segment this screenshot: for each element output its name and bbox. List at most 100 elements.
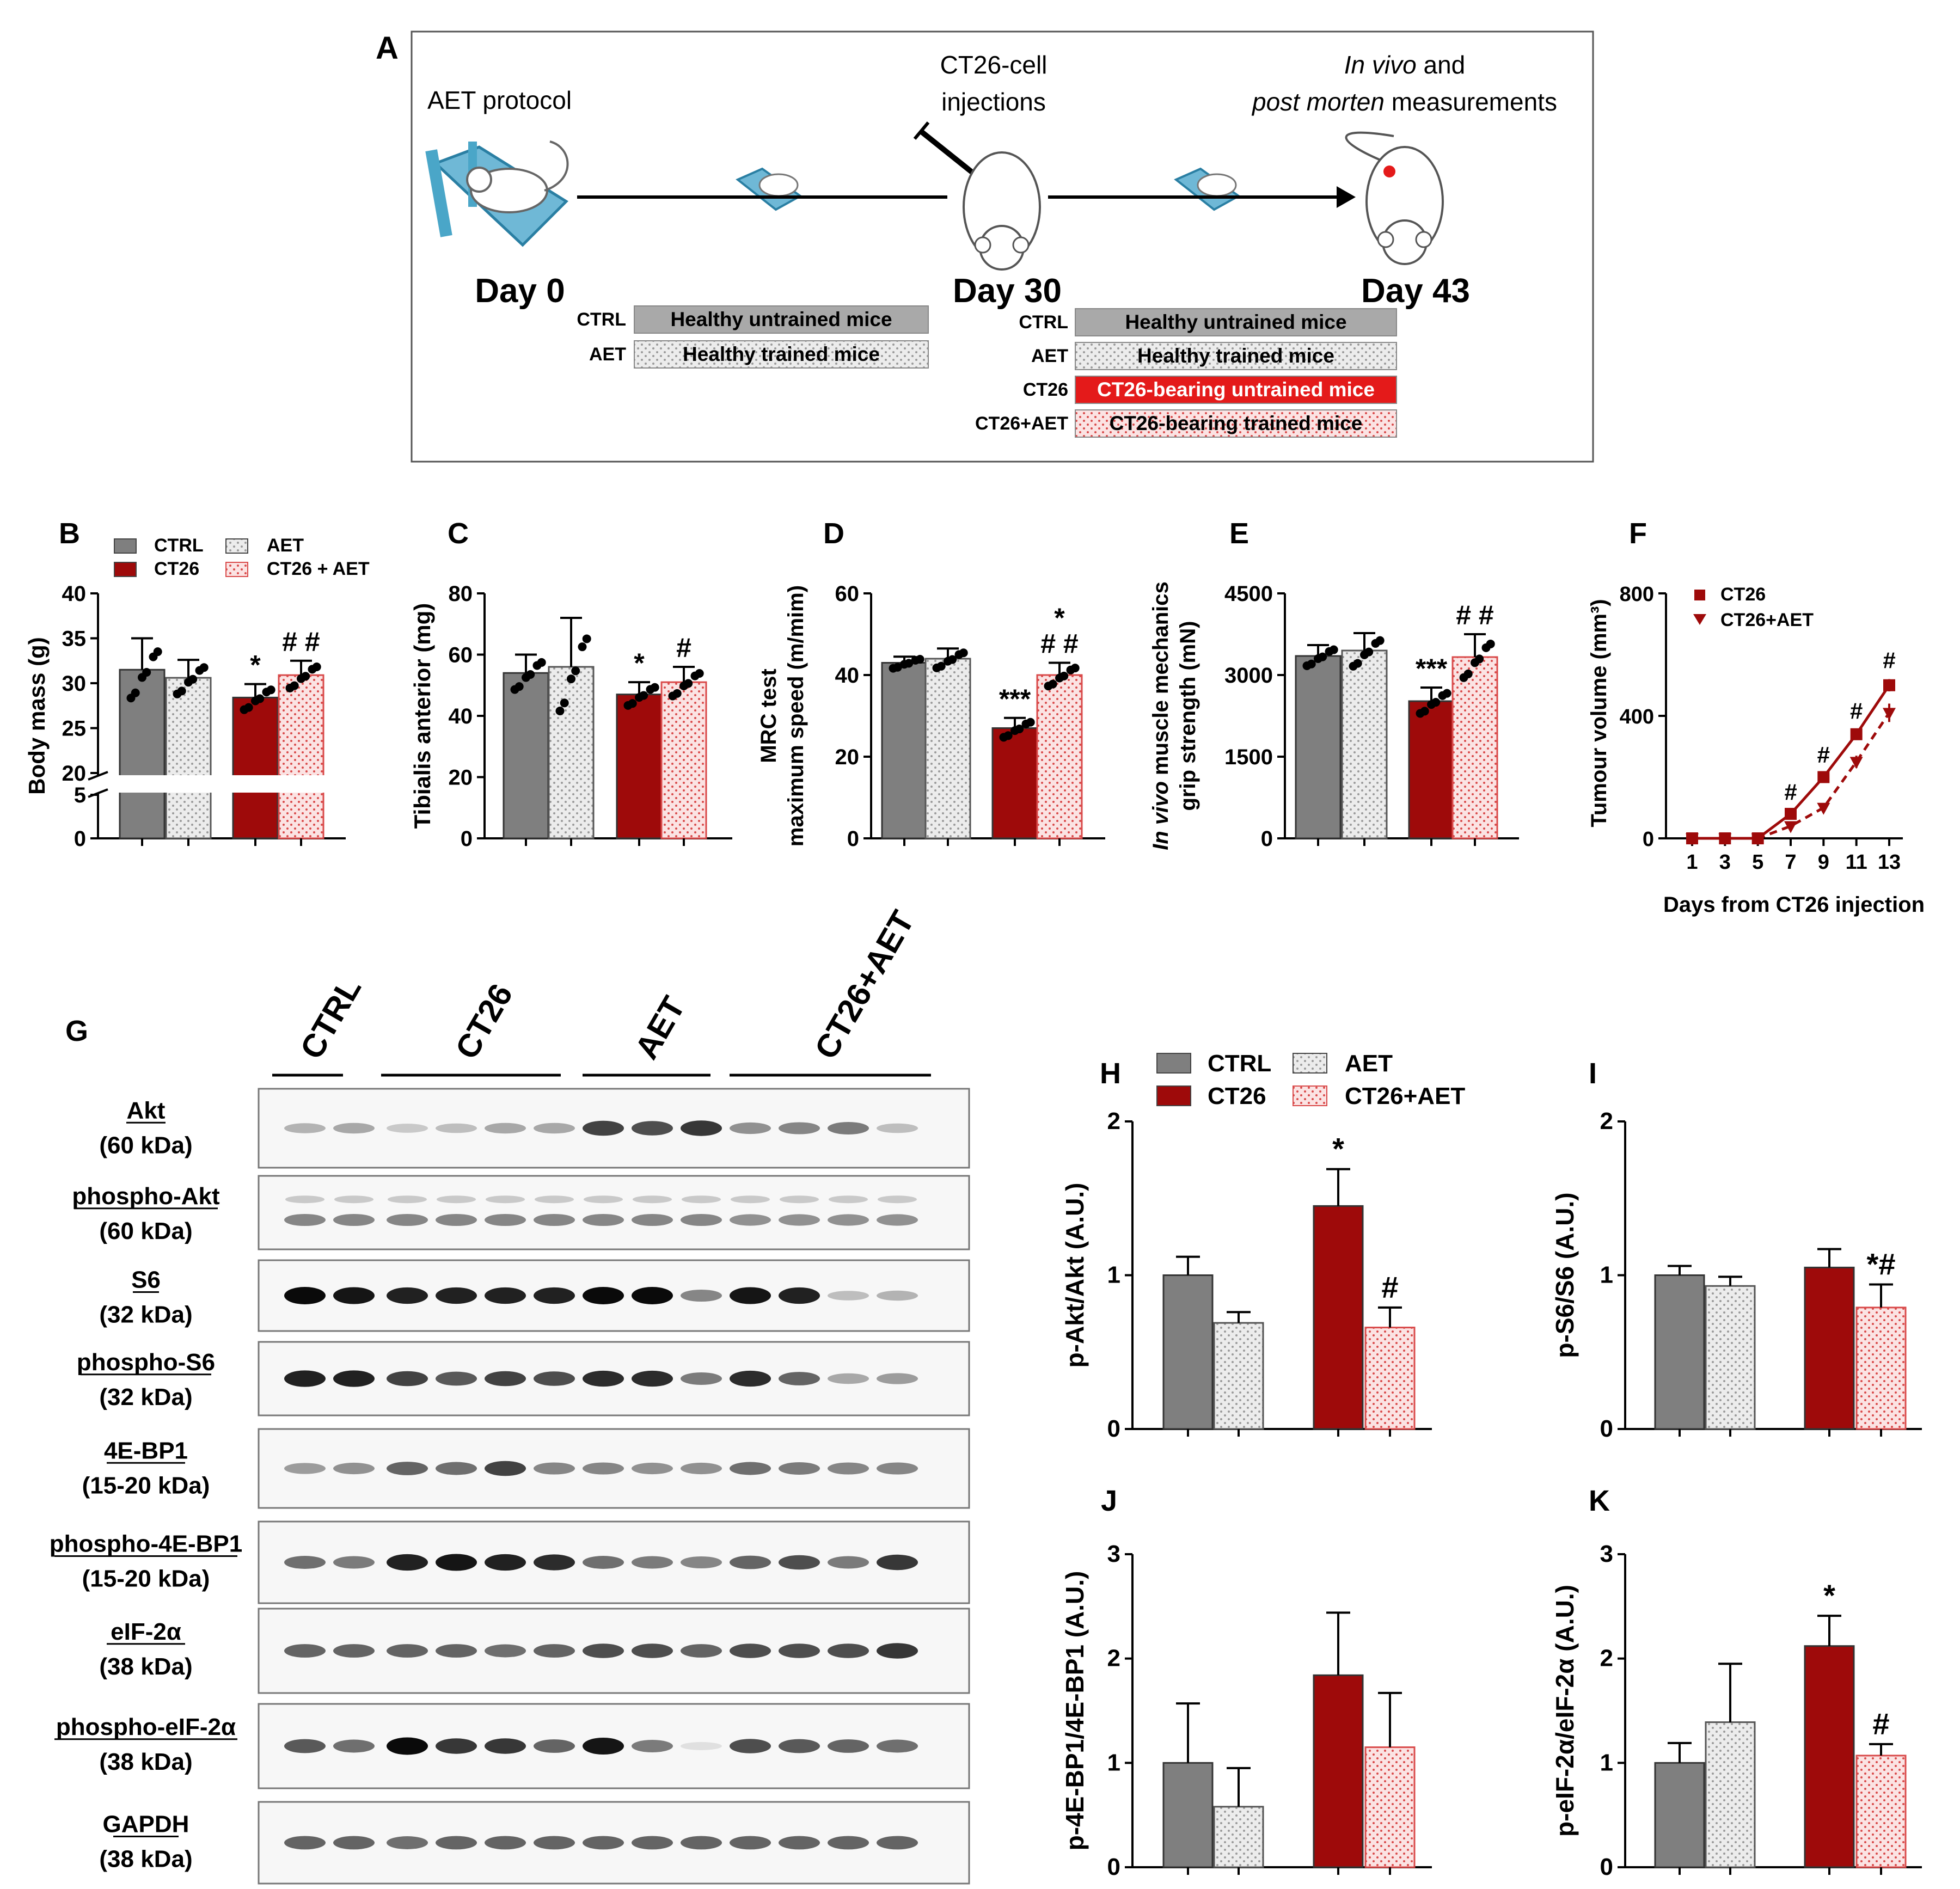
blot-band — [333, 1287, 375, 1304]
y-axis-title: p-Akt/Akt (A.U.) — [1061, 1183, 1089, 1368]
data-point — [684, 679, 693, 688]
blot-band — [583, 1287, 624, 1304]
y-tick-label: 30 — [62, 672, 87, 696]
legend-label-ct26aet: CT26 + AET — [267, 559, 370, 579]
data-point — [153, 647, 162, 657]
blot-band — [828, 1291, 869, 1301]
blot-band — [730, 1287, 771, 1304]
blot-band — [485, 1461, 526, 1476]
blot-band — [583, 1643, 624, 1658]
y-tick-label: 2 — [1107, 1108, 1120, 1134]
data-point — [1850, 728, 1863, 740]
panel-letter-i: I — [1589, 1057, 1597, 1090]
bar-ct26-aet — [1364, 1327, 1416, 1430]
blot-band — [828, 1556, 869, 1569]
blot-band — [388, 1195, 427, 1204]
blot-band — [779, 1287, 820, 1304]
bar-ctrl — [503, 672, 549, 839]
group-code-label: AET — [589, 344, 626, 365]
blot-band — [583, 1370, 624, 1387]
y-tick-label: 3000 — [1224, 664, 1273, 688]
blot-band — [877, 1554, 918, 1571]
panel-letter-f: F — [1629, 517, 1647, 550]
data-point — [1048, 679, 1057, 689]
y-axis-title-rest: muscle mechanics — [1149, 581, 1173, 781]
group-table-left: CTRL Healthy untrained mice AET Healthy tra… — [577, 305, 929, 369]
y-axis-title: p-eIF-2α/eIF-2α (A.U.) — [1551, 1585, 1579, 1837]
blot-band — [632, 1462, 673, 1475]
blot-band — [485, 1287, 526, 1304]
significance-mark: # # — [282, 627, 320, 657]
data-point — [266, 685, 275, 695]
aet-protocol-label: AET protocol — [427, 86, 572, 114]
blot-band — [284, 1287, 326, 1304]
data-point — [188, 674, 198, 684]
blot-band — [632, 1836, 673, 1850]
y-axis-title: Tibialis anterior (mg) — [409, 603, 435, 829]
blot-strip — [258, 1175, 970, 1250]
x-tick-label: 11 — [1846, 851, 1867, 874]
legend-h-label-aet: AET — [1345, 1050, 1393, 1077]
x-tick-label: 5 — [1752, 851, 1763, 874]
panel-letter-j: J — [1101, 1485, 1117, 1517]
bar-aet — [165, 677, 212, 839]
group-description-label: Healthy trained mice — [1137, 345, 1334, 367]
y-axis-title: Tumour volume (mm³) — [1587, 599, 1611, 827]
blot-band — [387, 1213, 428, 1226]
bar-aet — [548, 666, 595, 839]
data-point — [1751, 833, 1765, 845]
data-point — [1015, 725, 1024, 734]
blot-band — [730, 1643, 771, 1658]
blot-band — [284, 1739, 326, 1753]
significance-mark: # — [1872, 1707, 1889, 1741]
y-tick-label: 0 — [74, 827, 86, 851]
blot-band — [828, 1214, 869, 1226]
blot-group-label: CT26+AET — [807, 905, 921, 1065]
blot-band — [333, 1739, 375, 1753]
data-point — [526, 670, 535, 679]
significance-mark: *** — [999, 684, 1031, 714]
blot-band — [534, 1739, 575, 1753]
group-description-box — [1075, 308, 1397, 336]
bar-ctrl — [119, 668, 166, 839]
bar-ct26 — [616, 694, 663, 839]
bar-ctrl — [881, 662, 928, 839]
blot-band — [436, 1644, 477, 1658]
blot-band — [583, 1737, 624, 1755]
blot-protein-label: GAPDH — [103, 1811, 189, 1838]
x-tick-label: 7 — [1785, 851, 1796, 874]
legend-h-label-ctrl: CTRL — [1208, 1050, 1271, 1077]
bar-ct26-aet — [1036, 674, 1083, 839]
bar-ctrl — [1162, 1762, 1214, 1868]
blot-band — [730, 1370, 771, 1387]
mouse-syringe-icon — [913, 121, 1041, 271]
blot-band — [333, 1556, 375, 1569]
blot-band — [387, 1836, 428, 1849]
blot-band — [485, 1123, 526, 1134]
significance-mark: *** — [1416, 653, 1448, 684]
legend-label-ctrl: CTRL — [154, 535, 204, 556]
panel-letter-k: K — [1589, 1485, 1610, 1517]
axis-break-mark — [88, 771, 108, 781]
y-tick-label: 0 — [1261, 827, 1273, 851]
blot-band — [583, 1556, 624, 1569]
group-code-label: AET — [1031, 346, 1068, 366]
group-description-box — [1075, 342, 1397, 370]
significance-mark: # — [1850, 698, 1863, 723]
blot-band — [333, 1644, 375, 1658]
chart-panel-e: 0 1500 3000 4500 In vivo muscle mechanics gri… — [1149, 581, 1519, 851]
blot-band — [436, 1213, 477, 1226]
blot-band — [436, 1738, 477, 1754]
blot-band — [828, 1836, 869, 1850]
x-tick-label: 13 — [1878, 851, 1901, 874]
group-table-right: CTRL Healthy untrained mice AET Healthy tra… — [975, 308, 1397, 438]
bar-ctrl — [1162, 1274, 1214, 1430]
legend-h-swatch-ct26aet — [1293, 1085, 1327, 1106]
data-point — [1307, 659, 1316, 668]
y-tick-label: 5 — [74, 783, 86, 807]
day30-label: Day 30 — [953, 272, 1062, 310]
data-point — [555, 707, 565, 715]
y-tick-label: 60 — [449, 643, 473, 667]
